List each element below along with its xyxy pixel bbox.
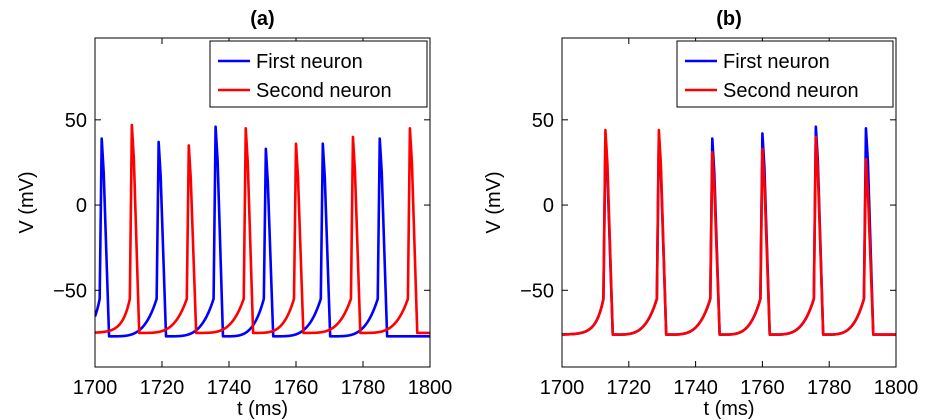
y-tick-label: −50 — [520, 280, 554, 302]
axes-frame — [94, 37, 431, 368]
x-axis-label: t (ms) — [237, 398, 288, 420]
legend-entry-label: First neuron — [256, 51, 363, 73]
x-tick-label: 1740 — [207, 377, 252, 399]
chart-title: (b) — [716, 8, 742, 30]
y-axis-label: V (mV) — [483, 171, 505, 233]
x-tick-label: 1720 — [140, 377, 185, 399]
panel-a: 1700 1720 1740 1760 1780 1800 −50 0 50 (a) t (ms) V… — [16, 8, 452, 420]
legend: First neuron Second neuron — [676, 40, 894, 108]
axes-frame — [561, 37, 897, 368]
legend: First neuron Second neuron — [209, 40, 428, 108]
x-tick-label: 1720 — [607, 377, 652, 399]
legend-box — [676, 40, 894, 108]
y-tick-label: −50 — [53, 280, 87, 302]
x-tick-label: 1800 — [874, 377, 919, 399]
x-tick-label: 1700 — [73, 377, 118, 399]
x-axis-label: t (ms) — [703, 398, 754, 420]
y-tick-label: 0 — [543, 195, 554, 217]
legend-entry-label: Second neuron — [723, 80, 859, 102]
x-tick-label: 1700 — [540, 377, 585, 399]
series-line-first-neuron — [95, 125, 430, 338]
x-tick-label: 1740 — [673, 377, 718, 399]
chart-title: (a) — [250, 8, 274, 30]
legend-box — [209, 40, 428, 108]
legend-entry-label: First neuron — [723, 51, 830, 73]
x-tick-label: 1780 — [341, 377, 386, 399]
x-tick-label: 1780 — [807, 377, 852, 399]
y-axis-label: V (mV) — [16, 171, 38, 233]
y-tick-label: 50 — [65, 110, 87, 132]
series-line-second-neuron — [95, 123, 430, 335]
x-tick-label: 1800 — [408, 377, 453, 399]
y-tick-label: 50 — [532, 110, 554, 132]
legend-entry-label: Second neuron — [256, 80, 392, 102]
series-line-second-neuron — [562, 128, 896, 336]
y-tick-label: 0 — [76, 195, 87, 217]
panel-b: 1700 1720 1740 1760 1780 1800 −50 0 50 (b) t (ms) V… — [483, 8, 918, 420]
x-tick-label: 1760 — [740, 377, 785, 399]
x-tick-label: 1760 — [274, 377, 319, 399]
